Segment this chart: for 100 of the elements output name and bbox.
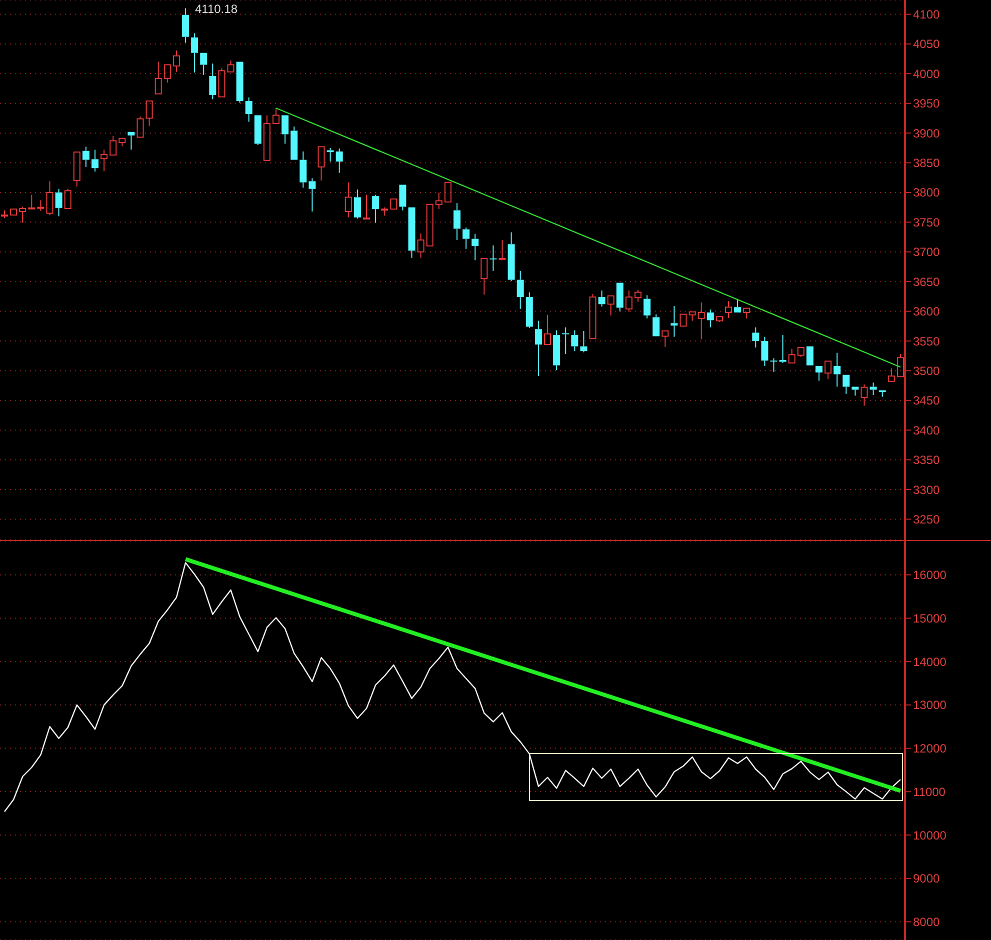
- candlestick: [688, 311, 696, 322]
- candlestick: [598, 290, 606, 308]
- candlestick: [480, 258, 488, 296]
- line-series: [4, 562, 902, 812]
- candlestick: [399, 184, 406, 211]
- candlestick: [454, 202, 460, 240]
- candlestick: [10, 208, 18, 216]
- y-tick-label: 3750: [913, 215, 940, 230]
- candlestick: [680, 314, 687, 327]
- candlestick: [444, 182, 452, 202]
- candlestick: [852, 386, 859, 396]
- candlestick: [100, 149, 108, 172]
- candlestick: [408, 207, 416, 258]
- candlestick: [544, 314, 551, 346]
- candlestick: [300, 150, 307, 188]
- candlestick: [92, 149, 98, 172]
- y-tick-label: 3400: [913, 423, 940, 438]
- y-tick-label: 4050: [913, 37, 940, 52]
- candlestick: [282, 115, 289, 144]
- candlestick: [73, 152, 80, 188]
- candlestick: [490, 244, 497, 272]
- candlestick: [761, 336, 768, 366]
- candlestick: [526, 292, 533, 328]
- candlestick: [788, 348, 796, 364]
- candlestick: [553, 330, 560, 371]
- y-tick-label: 3550: [913, 334, 940, 348]
- candlestick: [227, 60, 234, 72]
- candlestick: [172, 50, 180, 72]
- candlestick: [154, 61, 162, 94]
- candlestick: [191, 32, 198, 73]
- y-tick-label: 3450: [913, 394, 940, 408]
- y-tick-label: 3900: [913, 126, 940, 140]
- candlestick: [462, 227, 470, 250]
- y-tick-label: 3300: [913, 482, 940, 497]
- y-tick-label: 3800: [913, 186, 940, 200]
- y-tick-label: 3950: [913, 96, 940, 111]
- candlestick: [806, 346, 814, 366]
- candlestick: [263, 114, 270, 161]
- candlestick: [752, 326, 760, 348]
- candlestick: [426, 204, 434, 246]
- y-tick-label: 10000: [913, 828, 947, 842]
- candlestick: [110, 136, 117, 156]
- candlestick: [182, 8, 189, 44]
- candlestick: [290, 126, 298, 160]
- candlestick: [417, 232, 424, 258]
- candlestick: [662, 330, 669, 348]
- candlestick: [308, 178, 316, 212]
- candlestick: [770, 358, 778, 372]
- candlestick: [706, 309, 714, 328]
- candlestick: [562, 326, 570, 355]
- candlestick: [498, 240, 506, 260]
- candlestick: [580, 330, 588, 353]
- candlestick: [336, 148, 343, 174]
- y-tick-label: 4000: [913, 66, 940, 81]
- y-tick-label: 3600: [913, 304, 940, 319]
- candlestick: [390, 198, 398, 210]
- candlestick: [834, 352, 841, 388]
- candlestick: [146, 100, 153, 126]
- y-tick-label: 3250: [913, 512, 940, 526]
- candlestick: [842, 374, 850, 394]
- candlestick: [816, 366, 822, 382]
- candlestick: [725, 300, 732, 318]
- y-tick-label: 8000: [913, 915, 940, 930]
- candlestick: [200, 52, 208, 76]
- candlestick: [607, 295, 614, 316]
- y-tick-label: 9000: [913, 872, 940, 886]
- candlestick: [743, 308, 750, 319]
- candlestick: [363, 194, 370, 220]
- y-tick-label: 3650: [913, 274, 940, 289]
- y-tick-label: 3700: [913, 245, 940, 260]
- y-tick-label: 3850: [913, 156, 940, 170]
- candlestick: [616, 282, 624, 312]
- y-tick-label: 13000: [913, 698, 947, 712]
- candlestick: [888, 368, 895, 382]
- candlestick: [209, 63, 216, 100]
- candlestick: [534, 320, 542, 377]
- candlestick: [318, 146, 325, 182]
- y-tick-label: 11000: [913, 784, 946, 799]
- y-tick-label: 4100: [913, 8, 940, 22]
- y-tick-label: 14000: [913, 654, 947, 669]
- candlestick: [128, 132, 135, 150]
- y-tick-label: 3500: [913, 364, 940, 378]
- candlestick: [824, 360, 832, 380]
- candlestick: [472, 234, 479, 261]
- candlestick: [516, 270, 524, 310]
- y-tick-label: 12000: [913, 742, 947, 756]
- candlestick: [571, 330, 578, 352]
- y-tick-label: 15000: [913, 611, 947, 626]
- y-tick-label: 16000: [913, 568, 947, 582]
- candlestick: [236, 62, 244, 104]
- candlestick: [55, 188, 62, 217]
- candlestick: [670, 305, 678, 338]
- candlestick: [644, 294, 651, 319]
- annotation: 4110.18: [195, 2, 238, 16]
- candlestick: [870, 382, 877, 396]
- candlestick: [698, 302, 705, 340]
- candlestick: [82, 146, 90, 168]
- candlestick: [245, 96, 252, 122]
- y-tick-label: 3350: [913, 453, 940, 468]
- candlestick: [344, 182, 352, 218]
